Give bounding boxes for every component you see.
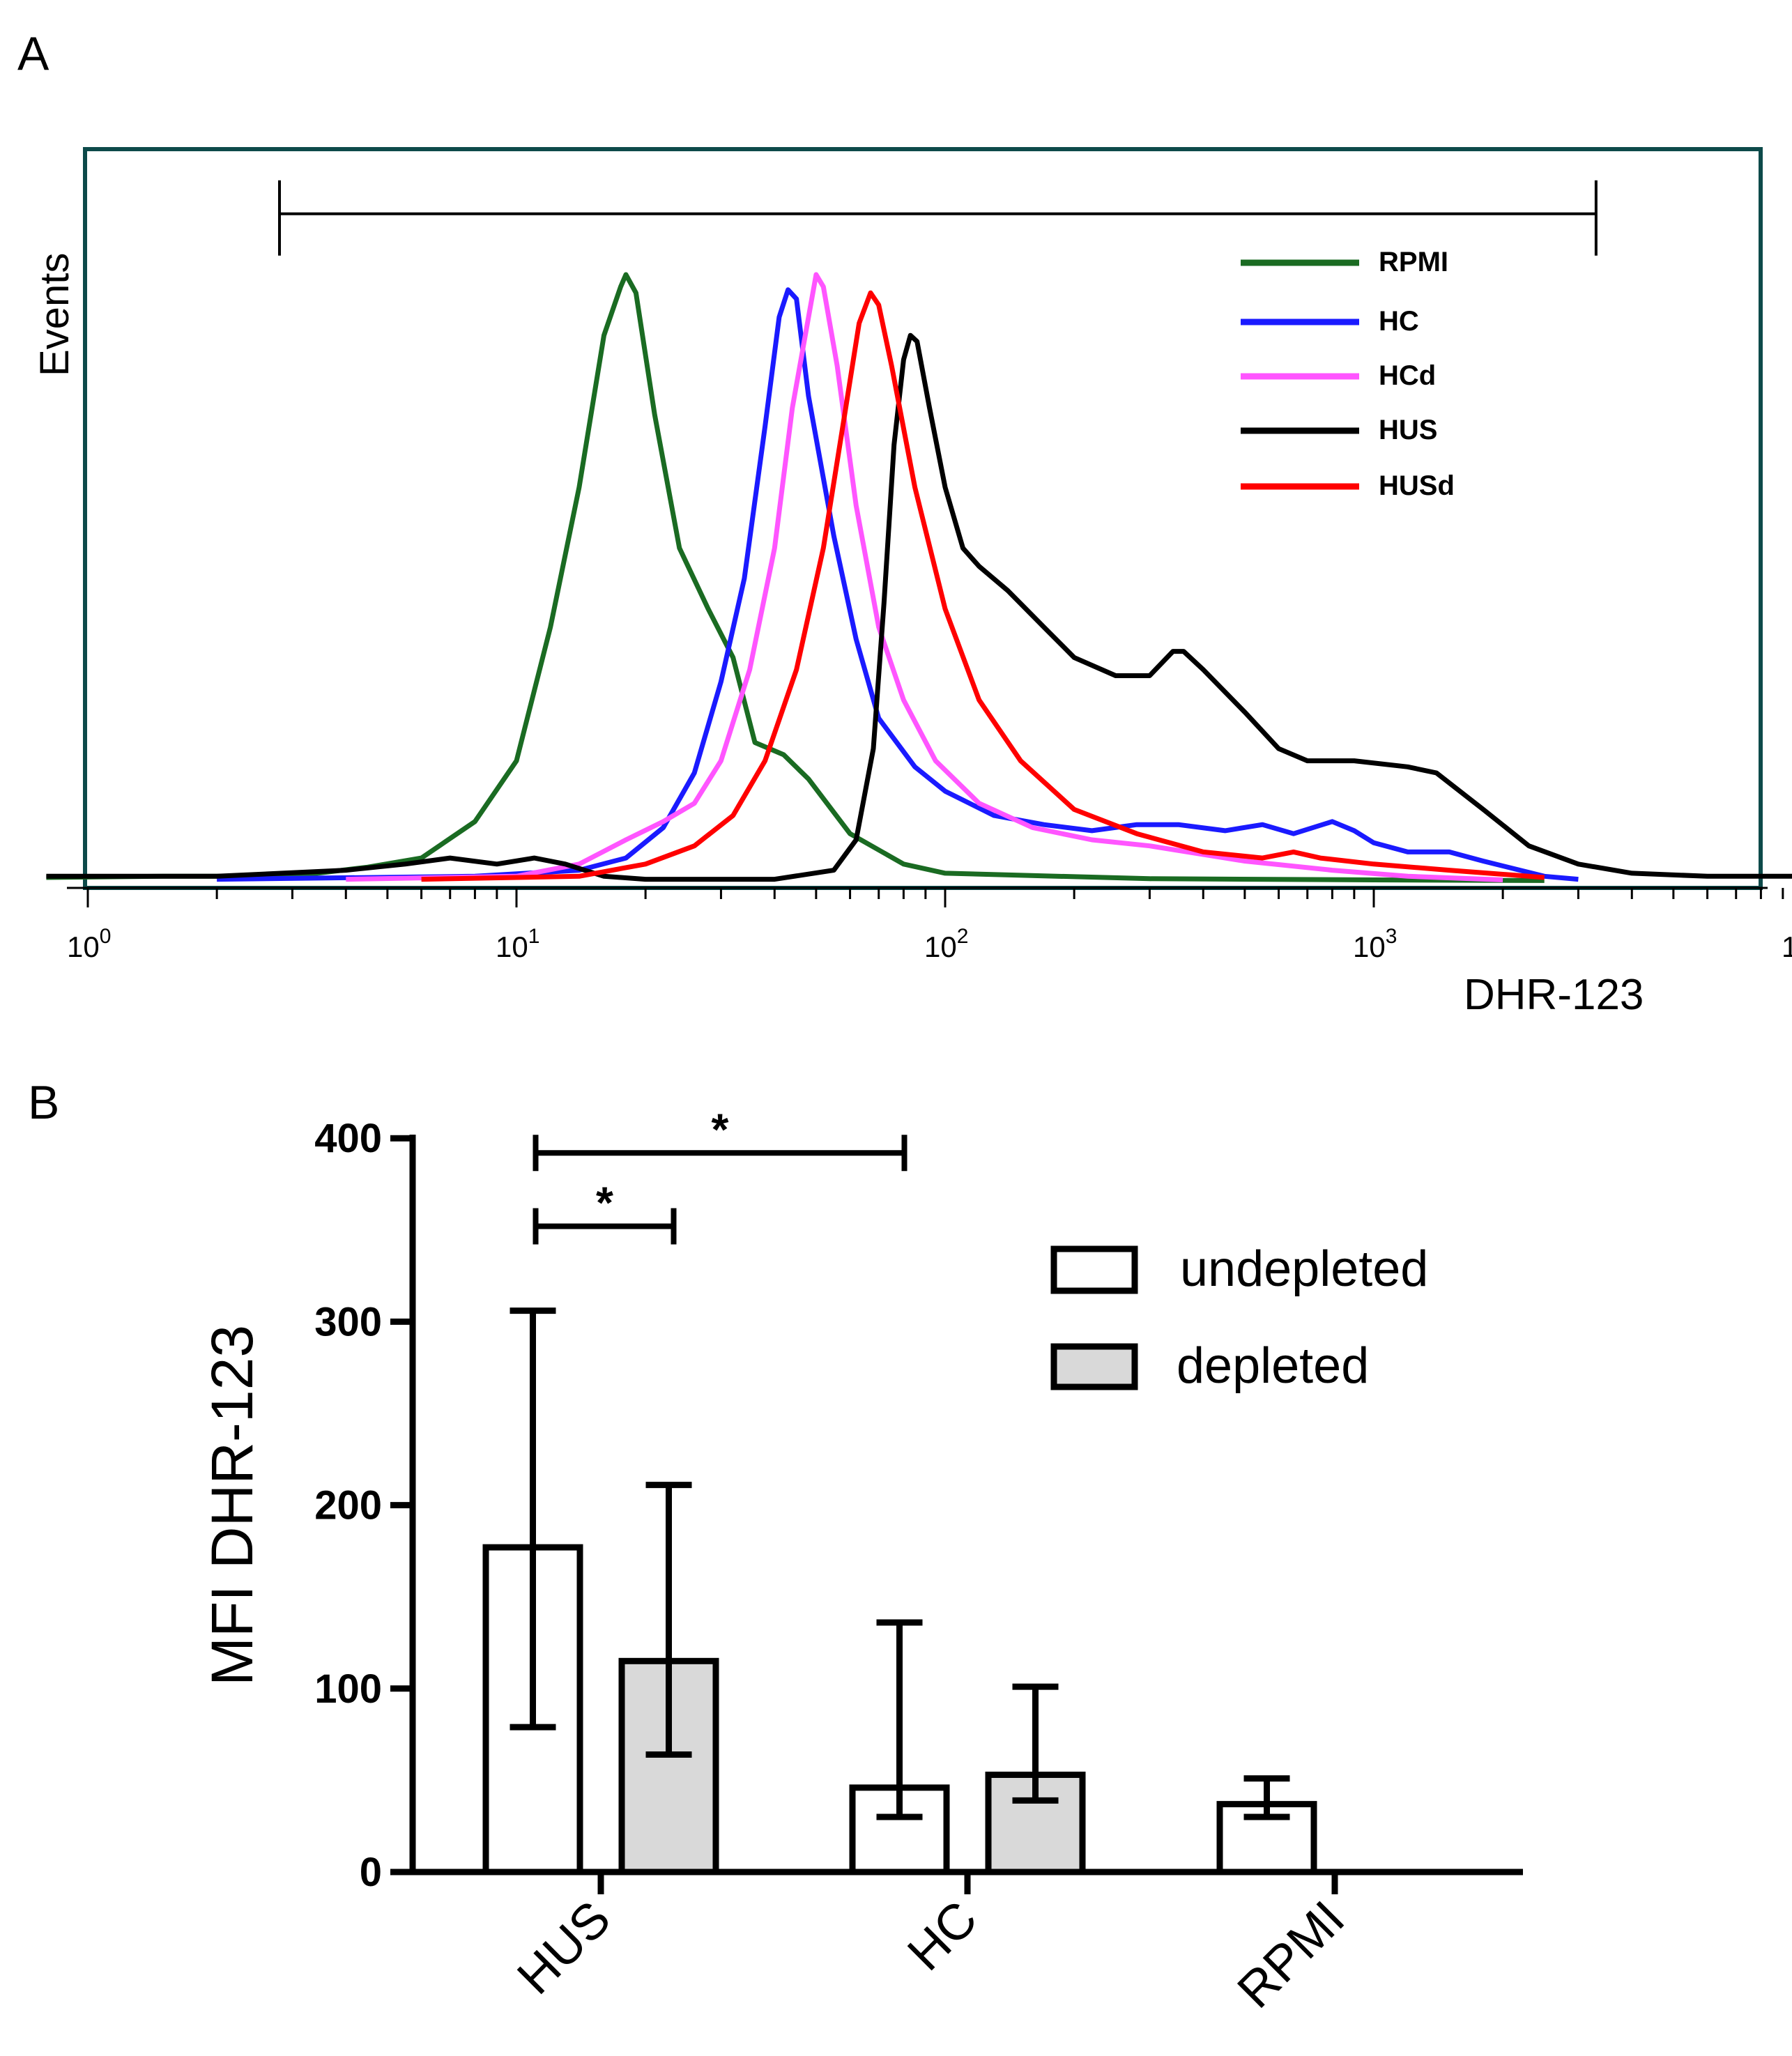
- y-tick-label: 0: [360, 1850, 382, 1895]
- y-tick-label: 100: [314, 1666, 382, 1712]
- significance-star-1: *: [596, 1178, 613, 1228]
- legend-swatch-depleted: [1050, 1343, 1138, 1390]
- panel-b-label: B: [28, 1076, 59, 1129]
- histogram-x-label: DHR-123: [1464, 971, 1644, 1019]
- bar-series: [482, 1307, 1317, 1875]
- gate-marker: [278, 180, 1598, 256]
- legend-label-hus: HUS: [1379, 415, 1437, 445]
- series-line-rpmi: [46, 272, 1545, 883]
- histogram-x-tick-labels: 100 101 102 103 104: [67, 925, 1792, 963]
- legend-label-husd: HUSd: [1379, 470, 1455, 501]
- series-line-husd: [421, 290, 1545, 882]
- bar-x-ticks: HUS HC RPMI: [507, 1872, 1355, 2019]
- legend-label-hc: HC: [1379, 306, 1419, 337]
- histogram-x-ticks: [86, 888, 1784, 907]
- x-tick-label: 102: [924, 925, 968, 963]
- series-line-hc: [217, 287, 1579, 882]
- y-tick-label: 400: [314, 1116, 382, 1161]
- x-tick-label: RPMI: [1227, 1891, 1355, 2019]
- x-tick-label: 101: [496, 925, 539, 963]
- panel-a-label: A: [17, 27, 49, 80]
- significance-brackets: **: [533, 1104, 908, 1245]
- histogram-y-label: Events: [32, 253, 77, 376]
- bar-y-label: MFI DHR-123: [199, 1325, 265, 1686]
- legend-swatch-undepleted: [1050, 1245, 1138, 1294]
- significance-star-0: *: [712, 1104, 729, 1154]
- series-line-hus: [46, 332, 1792, 882]
- series-line-hcd: [346, 272, 1503, 882]
- y-tick-label: 200: [314, 1483, 382, 1528]
- histogram-series: [46, 272, 1792, 883]
- x-tick-label: 104: [1782, 925, 1792, 963]
- x-tick-label: HC: [897, 1891, 988, 1981]
- legend-label-depleted: depleted: [1177, 1338, 1369, 1394]
- histogram-legend: RPMI HC HCd HUS HUSd: [1241, 247, 1455, 501]
- bar-legend: undepleted depleted: [1050, 1241, 1428, 1394]
- bar-y-ticks: 0 100 200 300 400: [314, 1116, 413, 1895]
- legend-label-undepleted: undepleted: [1180, 1241, 1428, 1297]
- legend-label-hcd: HCd: [1379, 360, 1436, 391]
- x-tick-label: 100: [67, 925, 111, 963]
- x-tick-label: 103: [1353, 925, 1397, 963]
- y-tick-label: 300: [314, 1299, 382, 1344]
- x-tick-label: HUS: [507, 1891, 621, 2005]
- legend-label-rpmi: RPMI: [1379, 247, 1448, 277]
